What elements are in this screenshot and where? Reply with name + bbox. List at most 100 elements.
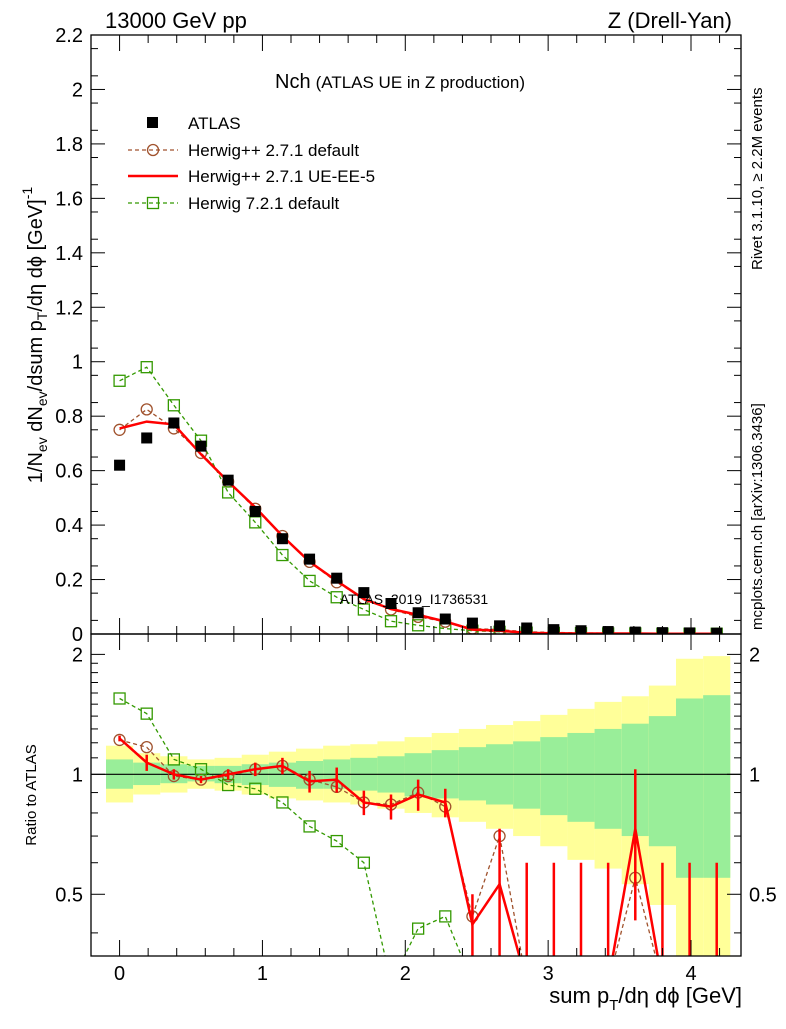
- ratio-y-tick-label: 2: [72, 644, 83, 666]
- main-point-atlas: [114, 459, 126, 471]
- ratio-y-tick-label: 0.5: [55, 884, 83, 906]
- main-point-herwig-7-2-1-default: [276, 548, 289, 562]
- main-point-herwig-7-2-1-default: [113, 374, 126, 387]
- header-right: Z (Drell-Yan): [608, 8, 732, 33]
- main-point-atlas: [602, 626, 614, 634]
- main-y-tick-label: 2: [72, 79, 83, 101]
- ratio-point-herwig-7-2-1-default: [249, 782, 262, 795]
- main-point-atlas: [521, 622, 533, 634]
- ratio-point-herwig-7-2-1-default: [467, 977, 478, 988]
- ratio-point-herwig-7-2-1-default: [167, 753, 181, 766]
- ratio-point-herwig-7-2-1-default: [140, 707, 153, 720]
- ratio-y-axis-label: Ratio to ATLAS: [23, 744, 40, 845]
- main-y-tick-label: 2.2: [55, 25, 83, 47]
- main-y-tick-label: 0: [72, 624, 83, 646]
- ratio-y-tick-label-right: 0.5: [749, 884, 777, 906]
- main-point-herwig-7-2-1-default: [330, 591, 343, 604]
- ratio-band-green: [703, 695, 731, 878]
- x-tick-label: 4: [685, 963, 696, 985]
- x-tick-label: 0: [114, 963, 125, 985]
- ratio-band-green: [648, 716, 676, 847]
- ratio-point-herwig-7-2-1-default: [330, 834, 343, 848]
- ratio-point-herwig-7-2-1-default: [439, 910, 452, 923]
- header-left: 13000 GeV pp: [105, 8, 247, 33]
- main-y-tick-label: 1.2: [55, 297, 83, 319]
- ratio-point-herwig-7-2-1-default: [194, 763, 208, 776]
- ratio-y-tick-label-right: 1: [749, 764, 760, 786]
- ratio-point-herwig-2-7-1-default: [140, 741, 153, 754]
- legend-label-herwigpp-ueee5: Herwig++ 2.7.1 UE-EE-5: [188, 167, 375, 186]
- legend-entry-herwigpp-ueee5: Herwig++ 2.7.1 UE-EE-5: [128, 167, 375, 186]
- mcplots-label: mcplots.cern.ch [arXiv:1306.3436]: [749, 403, 766, 630]
- main-point-atlas: [385, 598, 397, 610]
- ratio-point-herwig-7-2-1-default: [113, 692, 126, 705]
- x-axis-label: sum pT/dη dϕ [GeV]: [549, 983, 742, 1014]
- ratio-point-herwig-7-2-1-default: [276, 796, 289, 809]
- main-y-tick-label: 0.6: [55, 461, 83, 483]
- ratio-y-tick-label: 1: [72, 764, 83, 786]
- main-point-herwig-7-2-1-default: [384, 615, 398, 628]
- main-point-herwig-7-2-1-default: [357, 603, 371, 616]
- main-point-atlas: [276, 533, 288, 545]
- ratio-point-herwig-7-2-1-default: [494, 977, 505, 988]
- main-point-atlas: [575, 625, 587, 634]
- axes-layer: 0 0.2 0.4 0.6 0.8 1 1.2 1.4 1.6 1.8 2 2.2 0 1 2 3 4 0.5 0.…: [55, 25, 777, 985]
- main-point-herwig-7-2-1-default: [140, 361, 153, 374]
- ratio-line-herwig-7-2-1-default: [119, 697, 463, 956]
- main-point-herwig-2-7-1-default: [113, 423, 126, 436]
- main-point-atlas: [141, 432, 153, 444]
- legend-label-atlas: ATLAS: [188, 114, 241, 133]
- main-y-tick-label: 1.8: [55, 134, 83, 156]
- main-y-tick-label: 1: [72, 352, 83, 374]
- ratio-band-green: [676, 698, 704, 878]
- legend-label-herwig7-default: Herwig 7.2.1 default: [188, 194, 339, 213]
- ratio-panel-frame: [90, 633, 742, 957]
- ratio-series-layer: [113, 692, 718, 988]
- main-point-herwig-7-2-1-default: [411, 619, 425, 632]
- main-point-atlas: [168, 417, 180, 429]
- main-title: Nch (ATLAS UE in Z production): [275, 71, 525, 93]
- main-y-tick-label: 1.6: [55, 188, 83, 210]
- ratio-band-green: [540, 737, 568, 816]
- legend-marker-herwigpp-default: [146, 143, 160, 157]
- rivet-label: Rivet 3.1.10, ≥ 2.2M events: [749, 88, 766, 271]
- main-point-atlas: [331, 572, 343, 584]
- ratio-point-herwig-7-2-1-default: [386, 977, 397, 988]
- ratio-band-green: [594, 728, 622, 829]
- ratio-point-herwig-7-2-1-default: [303, 820, 316, 833]
- main-point-atlas: [412, 607, 424, 619]
- main-y-tick-label: 0.2: [55, 570, 83, 592]
- main-point-atlas: [629, 626, 641, 634]
- main-point-atlas: [195, 440, 207, 452]
- main-point-atlas: [304, 553, 316, 565]
- x-tick-label: 1: [257, 963, 268, 985]
- main-point-herwig-7-2-1-default: [167, 399, 181, 412]
- ratio-point-herwig-2-7-1-default: [113, 733, 126, 747]
- ratio-point-herwig-7-2-1-default: [521, 977, 532, 988]
- ratio-band-green: [567, 732, 595, 822]
- main-y-tick-label: 0.4: [55, 515, 83, 537]
- main-point-herwig-7-2-1-default: [221, 486, 235, 499]
- x-tick-label: 2: [400, 963, 411, 985]
- main-point-atlas: [494, 620, 506, 632]
- legend-entry-atlas: ATLAS: [147, 114, 241, 133]
- analysis-watermark: ATLAS_2019_I1736531: [340, 591, 489, 607]
- ratio-point-herwig-7-2-1-default: [357, 856, 371, 869]
- main-point-atlas: [684, 627, 696, 634]
- legend: ATLAS Herwig++ 2.7.1 default Herwig++ 2.…: [128, 114, 375, 213]
- legend-label-herwigpp-default: Herwig++ 2.7.1 default: [188, 141, 359, 160]
- legend-marker-atlas: [147, 117, 158, 128]
- main-y-tick-label: 1.4: [55, 243, 83, 265]
- ratio-uncertainty-bands: [91, 656, 741, 956]
- x-tick-label: 3: [543, 963, 554, 985]
- legend-marker-herwig7-default: [146, 196, 160, 210]
- main-point-atlas: [222, 474, 234, 486]
- main-point-herwig-2-7-1-default: [140, 403, 153, 416]
- ratio-point-herwig-7-2-1-default: [411, 922, 425, 935]
- main-y-tick-label: 0.8: [55, 406, 83, 428]
- main-point-atlas: [466, 617, 478, 629]
- main-point-atlas: [249, 505, 261, 517]
- main-point-atlas: [439, 613, 451, 625]
